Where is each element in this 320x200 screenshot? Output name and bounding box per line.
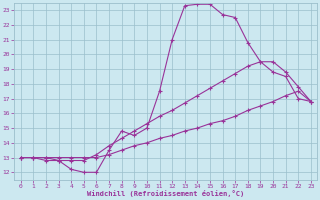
X-axis label: Windchill (Refroidissement éolien,°C): Windchill (Refroidissement éolien,°C) xyxy=(87,190,244,197)
